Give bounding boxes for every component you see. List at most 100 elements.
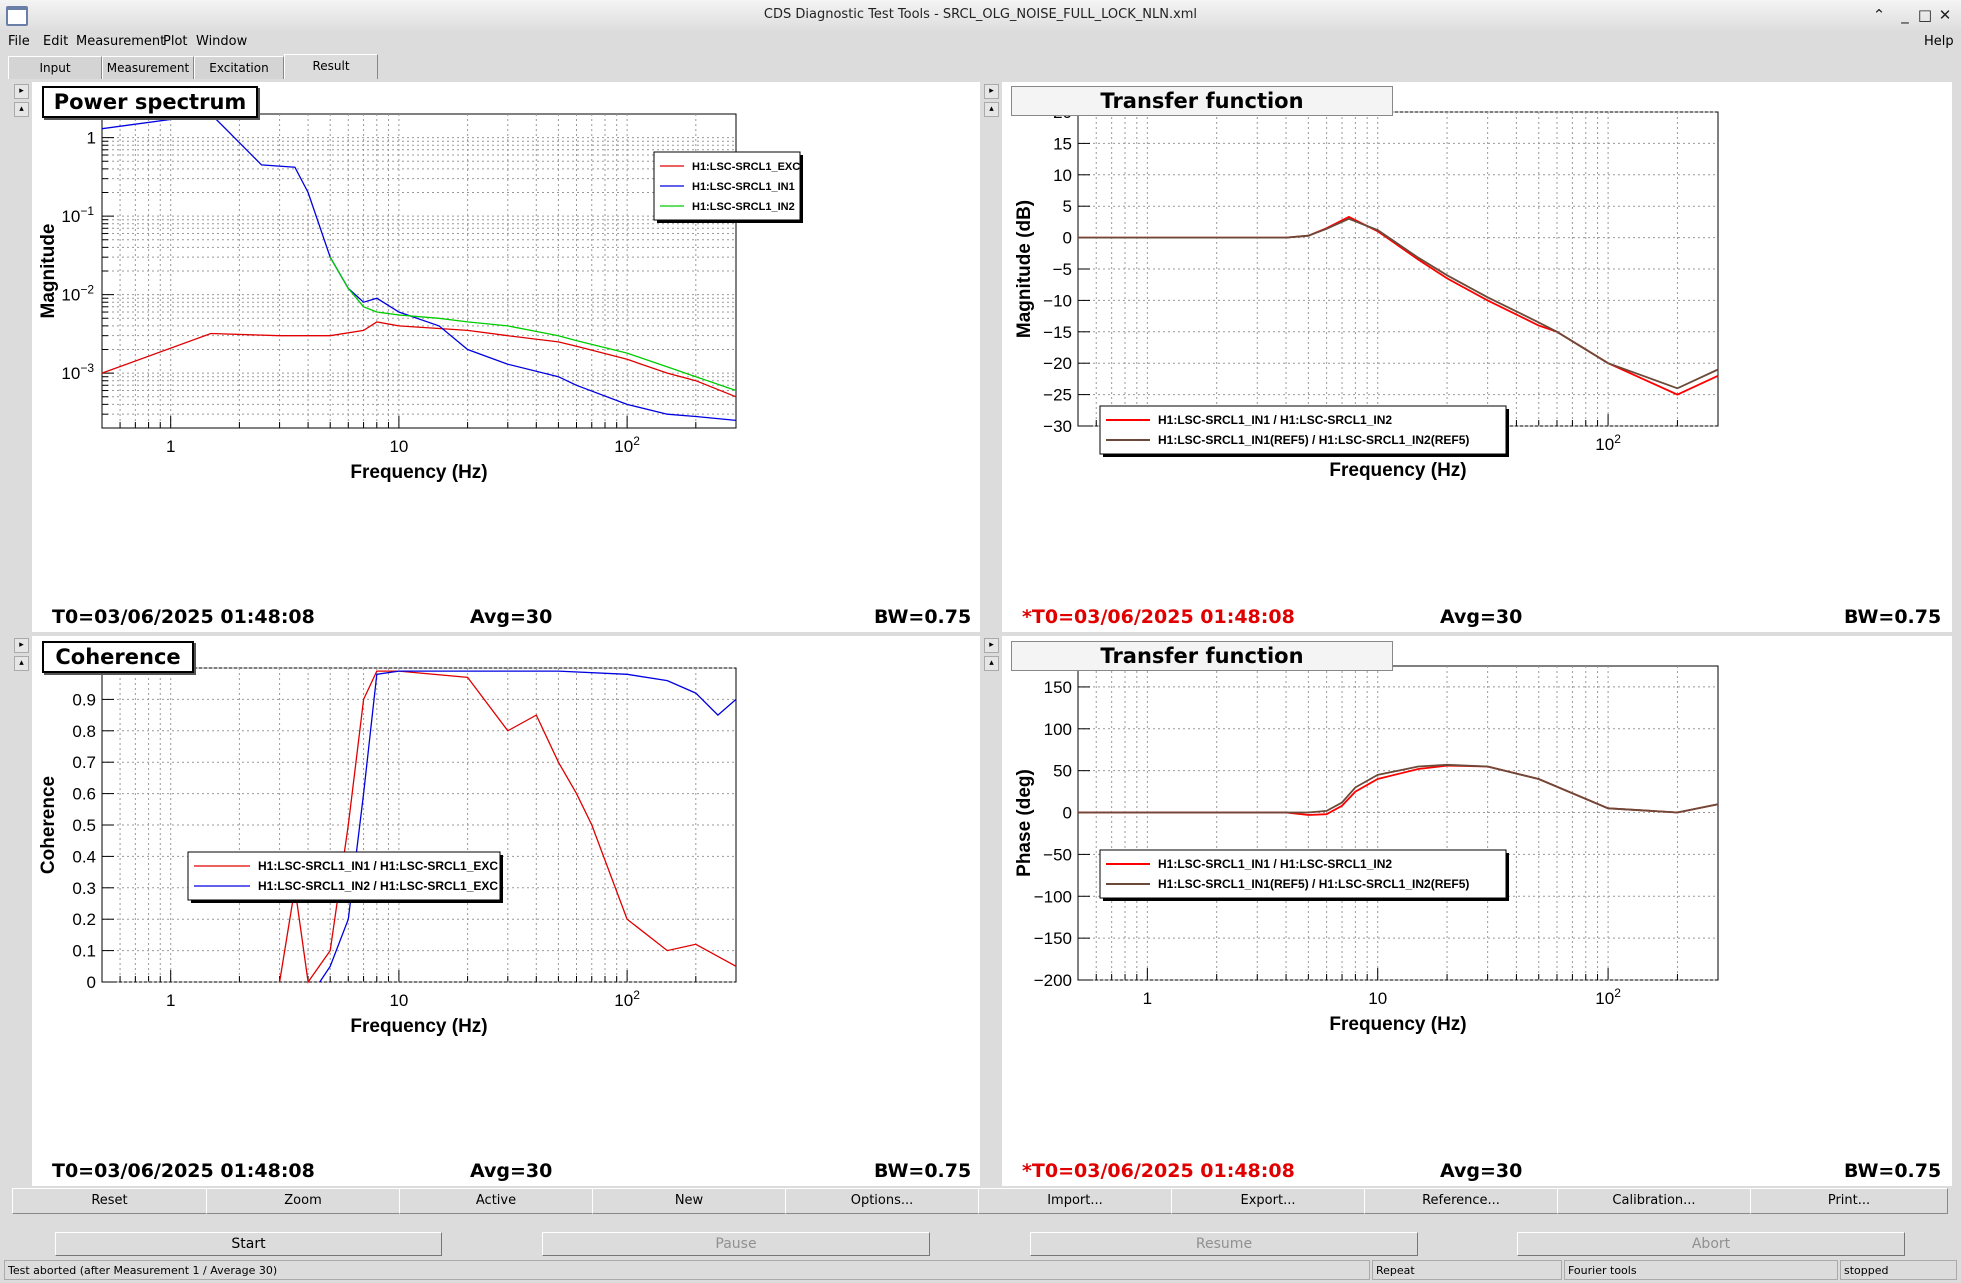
panel4-expand-icon[interactable]: ▸: [984, 638, 999, 653]
tf-magnitude-chart[interactable]: 11010220151050−5−10−15−20−25−30Frequency…: [1002, 82, 1952, 602]
tf-phase-chart[interactable]: 1 10 102 150 100 50 0 −50 −100 −150 −200 Frequency …: [1002, 636, 1952, 1156]
reset-button[interactable]: Reset: [12, 1188, 207, 1214]
p1-t0: T0=03/06/2025 01:48:08: [52, 606, 315, 628]
x-tick-label: 1: [1143, 989, 1152, 1008]
print-button[interactable]: Print...: [1750, 1188, 1948, 1214]
x-tick-label: 10: [389, 991, 408, 1010]
legend-label: H1:LSC-SRCL1_IN1(REF5) / H1:LSC-SRCL1_IN…: [1158, 877, 1469, 891]
calibration-button[interactable]: Calibration...: [1557, 1188, 1751, 1214]
x-tick-label: 1: [166, 991, 175, 1010]
y-tick-label: 10−2: [61, 283, 94, 305]
menu-edit[interactable]: Edit: [43, 34, 69, 49]
panel1-expand-icon[interactable]: ▸: [14, 84, 29, 99]
y-tick-label: 150: [1044, 678, 1072, 697]
panel2-expand-icon[interactable]: ▸: [984, 84, 999, 99]
y-tick-label: −20: [1043, 354, 1072, 373]
p4-t0: *T0=03/06/2025 01:48:08: [1022, 1160, 1295, 1182]
y-tick-label: 15: [1053, 134, 1072, 153]
coherence-title: Coherence: [42, 641, 194, 673]
plot-frame: [1077, 665, 1719, 981]
y-tick-label: 0.2: [72, 910, 96, 929]
power-spectrum-chart[interactable]: 1 10 102 10−3 10−2 10−1 1 Frequency (Hz) Magnitu…: [32, 82, 980, 602]
legend-box: [187, 851, 501, 901]
maximize-icon[interactable]: □: [1917, 6, 1933, 24]
legend-label: H1:LSC-SRCL1_IN2: [692, 201, 795, 213]
panel2-collapse-icon[interactable]: ▴: [984, 102, 999, 117]
series-line: [1078, 217, 1719, 390]
tab-result[interactable]: Result: [284, 54, 378, 79]
new-button[interactable]: New: [592, 1188, 786, 1214]
y-tick-label: 10−3: [61, 361, 94, 383]
coherence-chart[interactable]: 11010200.10.20.30.40.50.60.70.80.91Frequ…: [32, 636, 980, 1156]
menu-file[interactable]: File: [8, 34, 30, 49]
legend-label: H1:LSC-SRCL1_IN1 / H1:LSC-SRCL1_IN2: [1158, 413, 1392, 427]
x-axis-label: Frequency (Hz): [350, 462, 487, 483]
legend-box: [1099, 405, 1507, 455]
y-tick-label: −50: [1043, 845, 1072, 864]
export-button[interactable]: Export...: [1171, 1188, 1365, 1214]
y-tick-label: 5: [1063, 197, 1072, 216]
legend-box: [1099, 849, 1507, 899]
y-tick-label: 10: [1053, 166, 1072, 185]
y-tick-label: 0.7: [72, 753, 96, 772]
resume-button[interactable]: Resume: [1030, 1232, 1418, 1256]
menu-window[interactable]: Window: [196, 34, 248, 49]
menu-measurement[interactable]: Measurement: [76, 34, 166, 49]
legend-label: H1:LSC-SRCL1_IN1: [692, 181, 795, 193]
p3-bw: BW=0.75: [874, 1160, 972, 1182]
p2-bw: BW=0.75: [1844, 606, 1942, 628]
y-tick-label: 100: [1044, 720, 1072, 739]
import-button[interactable]: Import...: [978, 1188, 1172, 1214]
window-titlebar: CDS Diagnostic Test Tools - SRCL_OLG_NOI…: [0, 0, 1961, 31]
p1-avg: Avg=30: [470, 606, 553, 628]
tf-phase-title: Transfer function: [1011, 641, 1393, 671]
tab-input[interactable]: Input: [8, 56, 102, 79]
abort-button[interactable]: Abort: [1517, 1232, 1905, 1256]
collapse-icon[interactable]: ⌃: [1872, 6, 1886, 24]
series-line: [101, 321, 737, 398]
y-tick-label: −15: [1043, 323, 1072, 342]
active-button[interactable]: Active: [399, 1188, 593, 1214]
y-tick-label: 0.5: [72, 816, 96, 835]
status-message: Test aborted (after Measurement 1 / Aver…: [4, 1260, 1370, 1280]
tab-excitation[interactable]: Excitation: [194, 56, 284, 79]
p2-avg: Avg=30: [1440, 606, 1523, 628]
y-tick-label: 0: [1063, 229, 1072, 248]
series-line: [1078, 763, 1719, 814]
status-repeat: Repeat: [1372, 1260, 1562, 1280]
y-tick-label: −5: [1053, 260, 1072, 279]
pause-button[interactable]: Pause: [542, 1232, 930, 1256]
y-axis-label: Phase (deg): [1014, 769, 1035, 877]
start-button[interactable]: Start: [55, 1232, 442, 1256]
p1-bw: BW=0.75: [874, 606, 972, 628]
y-tick-label: −150: [1034, 929, 1072, 948]
x-tick-label: 102: [614, 988, 640, 1010]
p4-avg: Avg=30: [1440, 1160, 1523, 1182]
options-button[interactable]: Options...: [785, 1188, 979, 1214]
panel3-expand-icon[interactable]: ▸: [14, 638, 29, 653]
panel4-collapse-icon[interactable]: ▴: [984, 656, 999, 671]
y-tick-label: 0: [1063, 804, 1072, 823]
minimize-icon[interactable]: _: [1901, 6, 1909, 24]
menu-help[interactable]: Help: [1924, 34, 1954, 49]
reference-button[interactable]: Reference...: [1364, 1188, 1558, 1214]
window-title: CDS Diagnostic Test Tools - SRCL_OLG_NOI…: [763, 7, 1198, 22]
menubar: File Edit Measurement Plot Window Help: [0, 30, 1961, 52]
y-axis-label: Magnitude: [38, 224, 59, 319]
y-tick-label: 10−1: [61, 204, 94, 226]
series-line: [329, 256, 737, 392]
menu-plot[interactable]: Plot: [163, 34, 188, 49]
y-tick-label: −25: [1043, 386, 1072, 405]
x-tick-label: 10: [389, 437, 408, 456]
panel3-collapse-icon[interactable]: ▴: [14, 656, 29, 671]
app-icon: [6, 6, 28, 26]
tab-measurement[interactable]: Measurement: [102, 56, 194, 79]
y-tick-label: −10: [1043, 291, 1072, 310]
p2-t0: *T0=03/06/2025 01:48:08: [1022, 606, 1295, 628]
x-tick-label: 10: [1368, 989, 1387, 1008]
close-icon[interactable]: ✕: [1938, 6, 1952, 24]
zoom-button[interactable]: Zoom: [206, 1188, 400, 1214]
x-axis-label: Frequency (Hz): [1329, 460, 1466, 481]
panel1-collapse-icon[interactable]: ▴: [14, 102, 29, 117]
legend-label: H1:LSC-SRCL1_IN2 / H1:LSC-SRCL1_EXC: [258, 879, 498, 893]
